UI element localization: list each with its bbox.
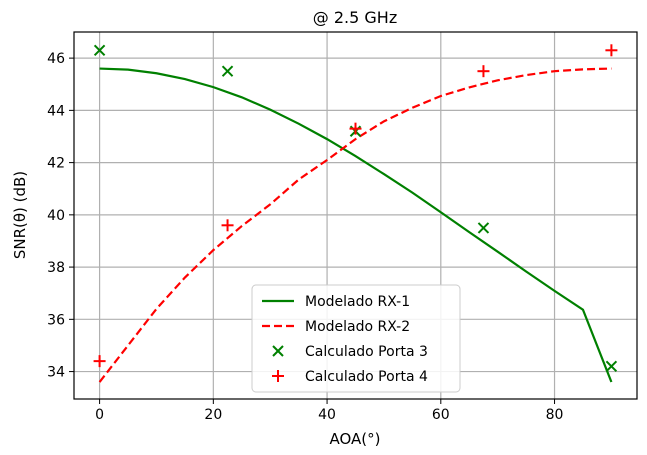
calculado-porta-3-point [221, 65, 234, 77]
legend: Modelado RX-1 Modelado RX-2 Calculado Port… [251, 284, 461, 393]
legend-label-modelado-rx-2: Modelado RX-2 [305, 319, 410, 335]
grid [74, 32, 637, 399]
y-tick-label: 36 [47, 312, 65, 328]
x-tick-label: 40 [318, 407, 336, 423]
plot-frame [73, 31, 638, 400]
plot-series [93, 44, 618, 383]
x-tick-label: 0 [95, 407, 104, 423]
chart-title: @ 2.5 GHz [313, 8, 397, 27]
axis-ticks: 0 20 40 60 80 34 36 38 40 42 44 46 [47, 51, 563, 423]
calculado-porta-4-point [477, 65, 490, 78]
legend-swatch-calculado-porta-4 [272, 370, 284, 382]
calculado-porta-3-point [477, 222, 490, 234]
calculado-porta-4-point [605, 44, 618, 57]
x-axis-label: AOA(°) [329, 430, 380, 448]
legend-swatch-calculado-porta-3 [272, 345, 284, 357]
calculado-porta-3-point [605, 360, 618, 373]
modelado-rx-1-line [99, 67, 613, 383]
x-tick-label: 20 [204, 407, 222, 423]
y-tick-label: 44 [47, 103, 65, 119]
calculado-porta-4-point [93, 355, 106, 368]
calculado-porta-4-point [221, 219, 234, 232]
y-tick-label: 42 [47, 156, 65, 172]
x-tick-label: 60 [432, 407, 450, 423]
calculado-porta-3-point [93, 44, 106, 56]
legend-label-modelado-rx-1: Modelado RX-1 [305, 294, 410, 310]
calculado-porta-4-point [349, 122, 362, 135]
y-tick-label: 34 [47, 365, 65, 381]
y-tick-label: 46 [47, 51, 65, 67]
x-tick-label: 80 [546, 407, 564, 423]
modelado-rx-2-line [98, 67, 612, 383]
y-tick-label: 40 [47, 208, 65, 224]
legend-label-calculado-porta-3: Calculado Porta 3 [305, 344, 428, 360]
y-axis-label: SNR(θ) (dB) [11, 171, 29, 259]
y-tick-label: 38 [47, 260, 65, 276]
legend-box [251, 284, 461, 393]
legend-label-calculado-porta-4: Calculado Porta 4 [305, 369, 428, 385]
